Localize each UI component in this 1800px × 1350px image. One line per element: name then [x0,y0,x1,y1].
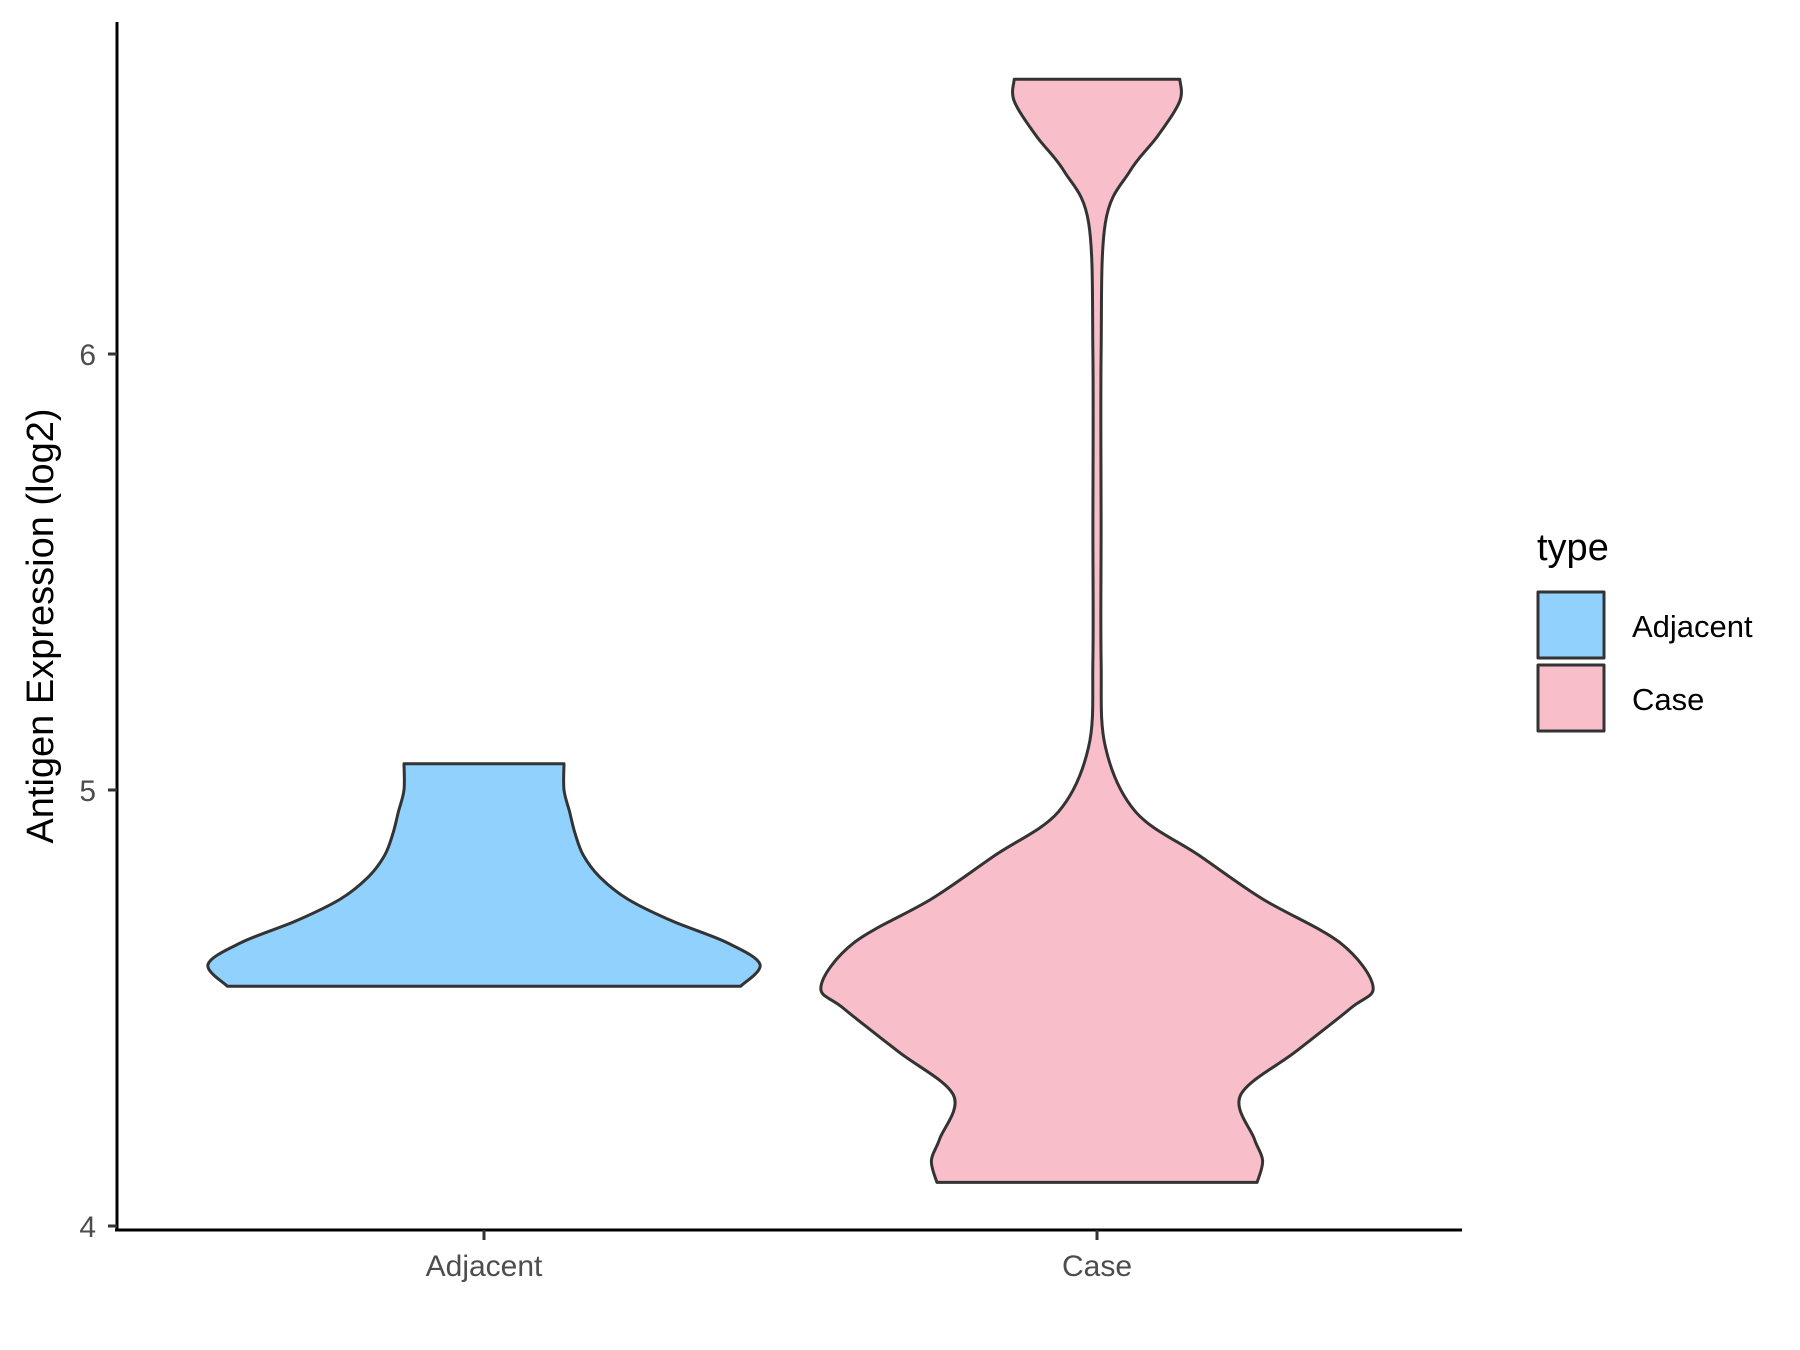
legend-key-case [1536,663,1606,733]
violin-adjacent [206,762,762,988]
violin-case [819,77,1375,1184]
legend-key-adjacent [1536,590,1606,660]
x-axis-ticks: Adjacent Case [426,1230,1132,1283]
legend: type Adjacent Case [1536,527,1753,733]
plot-area [206,77,1375,1184]
legend-title: type [1537,527,1609,569]
y-axis-title: Antigen Expression (log2) [20,408,62,843]
x-tick-label: Adjacent [426,1250,543,1283]
y-tick-label: 4 [79,1211,96,1244]
y-tick-label: 6 [79,339,96,372]
y-tick-label: 5 [79,775,96,808]
legend-label-adjacent: Adjacent [1632,609,1753,644]
x-tick-label: Case [1062,1250,1132,1283]
y-axis-ticks: 4 5 6 [79,339,117,1244]
legend-label-case: Case [1632,682,1704,717]
